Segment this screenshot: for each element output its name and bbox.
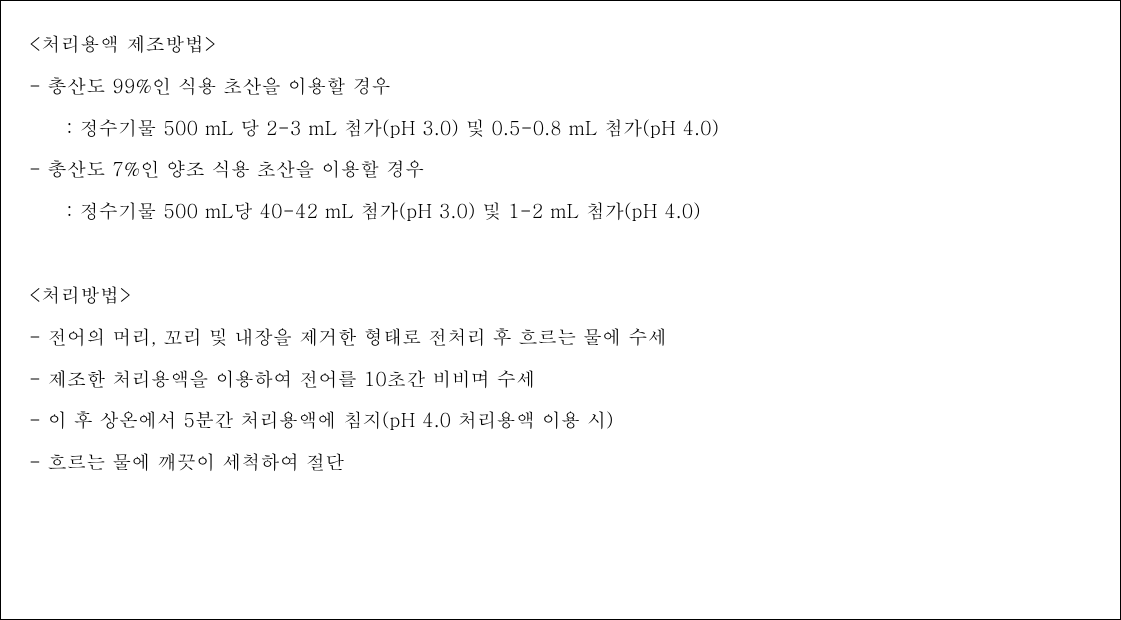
section1-item2-main: - 총산도 7%인 양조 식용 초산을 이용할 경우 — [29, 148, 1092, 190]
section-spacer — [29, 232, 1092, 274]
section1-item1-sub: : 정수기물 500 mL 당 2-3 mL 첨가(pH 3.0) 및 0.5-… — [29, 107, 1092, 149]
section2-title: <처리방법> — [29, 274, 1092, 316]
section2-item4: - 흐르는 물에 깨끗이 세척하여 절단 — [29, 441, 1092, 483]
section2-item1: - 전어의 머리, 꼬리 및 내장을 제거한 형태로 전처리 후 흐르는 물에 … — [29, 316, 1092, 358]
section2-item2: - 제조한 처리용액을 이용하여 전어를 10초간 비비며 수세 — [29, 358, 1092, 400]
document-container: <처리용액 제조방법> - 총산도 99%인 식용 초산을 이용할 경우 : 정… — [0, 0, 1121, 620]
section1-item1-main: - 총산도 99%인 식용 초산을 이용할 경우 — [29, 65, 1092, 107]
section2-item3: - 이 후 상온에서 5분간 처리용액에 침지(pH 4.0 처리용액 이용 시… — [29, 399, 1092, 441]
section1-title: <처리용액 제조방법> — [29, 23, 1092, 65]
section1-item2-sub: : 정수기물 500 mL당 40-42 mL 첨가(pH 3.0) 및 1-2… — [29, 190, 1092, 232]
